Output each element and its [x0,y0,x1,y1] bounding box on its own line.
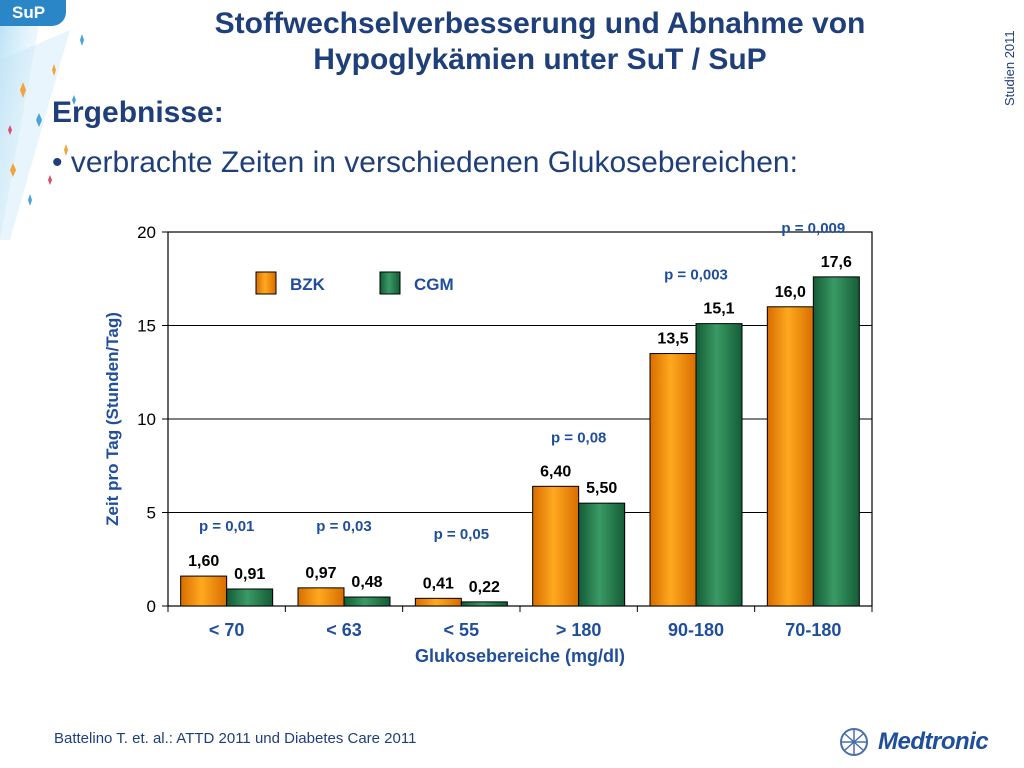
x-axis-title: Glukosebereiche (mg/dl) [415,646,625,666]
data-label-cgm: 17,6 [821,254,852,271]
data-label-cgm: 0,22 [469,579,500,596]
title-line-2: Hypoglykämien unter SuT / SuP [313,43,767,76]
bar-bzk [297,587,345,607]
legend-swatch-bzk [255,271,277,295]
legend-label-bzk: BZK [290,275,326,294]
x-tick-label: < 55 [444,620,480,640]
x-tick-label: 70-180 [785,620,841,640]
data-label-cgm: 0,91 [234,566,265,583]
bar-bzk [766,306,814,607]
bar-bzk [649,353,697,607]
y-tick-label: 0 [147,597,156,616]
p-value-label: p = 0,03 [316,518,371,535]
y-tick-label: 5 [147,504,156,523]
slide-title: Stoffwechselverbesserung und Abnahme von… [140,6,940,78]
decorative-stars [0,20,84,240]
p-value-label: p = 0,05 [434,526,489,543]
reference-text: Battelino T. et. al.: ATTD 2011 und Diab… [54,730,417,747]
bar-cgm [460,601,508,607]
medtronic-logo: Medtronic [836,726,989,758]
p-value-label: p = 0,01 [199,518,254,535]
p-value-label: p = 0,003 [664,267,728,284]
y-axis-title: Zeit pro Tag (Stunden/Tag) [103,312,122,526]
bar-bzk [532,485,580,607]
title-line-1: Stoffwechselverbesserung und Abnahme von [214,7,866,40]
bar-cgm [226,588,274,607]
y-tick-label: 15 [137,317,156,336]
bar-cgm [812,276,860,607]
data-label-cgm: 5,50 [586,480,617,497]
bar-bzk [414,597,462,607]
bar-bzk [180,575,228,607]
p-value-label: p = 0,009 [781,220,845,237]
medtronic-logo-icon [840,728,868,756]
logo-text: Medtronic [878,728,989,755]
bar-cgm [695,323,743,607]
data-label-bzk: 13,5 [657,331,688,348]
data-label-bzk: 0,41 [423,575,454,592]
legend-swatch-cgm [379,271,401,295]
results-heading: Ergebnisse: [52,96,224,129]
x-tick-label: < 63 [326,620,362,640]
y-tick-label: 10 [137,410,156,429]
bar-cgm [343,596,391,607]
sup-tag: SuP [0,0,66,26]
data-label-bzk: 0,97 [305,565,336,582]
data-label-bzk: 6,40 [540,463,571,480]
p-value-label: p = 0,08 [551,429,606,446]
x-tick-label: 90-180 [668,620,724,640]
x-tick-label: < 70 [209,620,245,640]
y-tick-label: 20 [137,223,156,242]
bullet-text: • verbrachte Zeiten in verschiedenen Glu… [52,146,798,179]
x-tick-label: > 180 [556,620,602,640]
legend-label-cgm: CGM [414,275,454,294]
data-label-bzk: 16,0 [775,284,806,301]
data-label-cgm: 15,1 [703,301,734,318]
bar-cgm [578,502,626,607]
data-label-bzk: 1,60 [188,553,219,570]
data-label-cgm: 0,48 [351,574,382,591]
